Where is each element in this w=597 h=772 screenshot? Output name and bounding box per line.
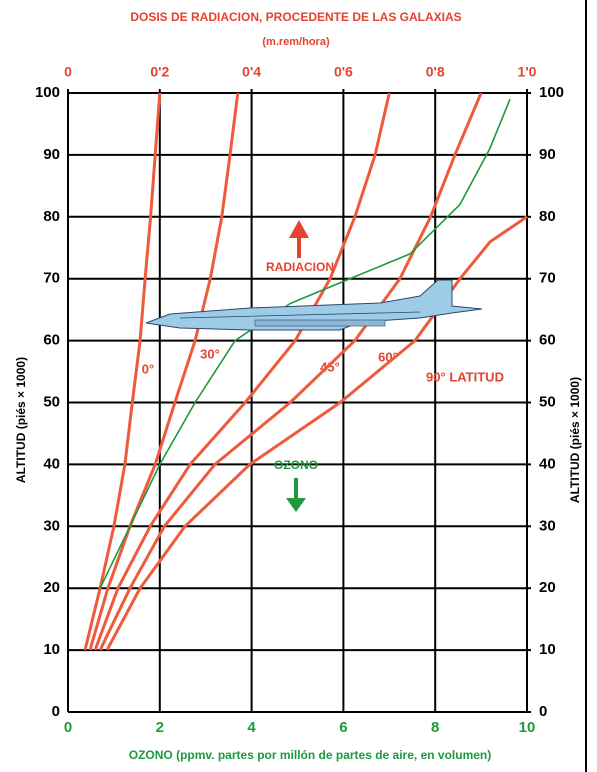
y2-tick-label: 50: [539, 393, 556, 410]
y-axis-label: ALTITUD (piés × 1000): [14, 357, 28, 483]
annotation: RADIACION: [266, 260, 334, 274]
x2-tick-label: 0: [64, 64, 72, 80]
plot: 0102030405060708090100010203040506070809…: [35, 64, 564, 736]
x-axis-label: OZONO (ppmv. partes por millón de partes…: [129, 748, 492, 762]
down-arrow: [286, 478, 306, 512]
y-tick-label: 40: [43, 455, 60, 472]
series-line: [107, 217, 527, 650]
y2-tick-label: 20: [539, 579, 556, 596]
y-tick-label: 80: [43, 208, 60, 225]
y-tick-label: 0: [52, 703, 60, 720]
series-label: 90° LATITUD: [426, 369, 504, 384]
up-arrow: [289, 220, 309, 258]
y2-tick-label: 70: [539, 270, 556, 287]
y2-tick-label: 80: [539, 208, 556, 225]
x-tick-label: 0: [64, 719, 72, 736]
y-tick-label: 100: [35, 84, 60, 101]
x-tick-label: 4: [247, 719, 256, 736]
y2-tick-label: 40: [539, 455, 556, 472]
series-label: 0°: [142, 361, 154, 376]
y-tick-label: 10: [43, 641, 60, 658]
y2-tick-label: 90: [539, 146, 556, 163]
series-line: [95, 93, 389, 650]
x2-tick-label: 1'0: [518, 64, 537, 80]
y-tick-label: 70: [43, 270, 60, 287]
x-tick-label: 10: [519, 719, 536, 736]
y-tick-label: 20: [43, 579, 60, 596]
y2-tick-label: 100: [539, 84, 564, 101]
x2-tick-label: 0'4: [242, 64, 261, 80]
y2-tick-label: 60: [539, 332, 556, 349]
y2-tick-label: 0: [539, 703, 547, 720]
chart-subtitle: (m.rem/hora): [262, 36, 330, 48]
x2-tick-label: 0'8: [426, 64, 445, 80]
y2-tick-label: 30: [539, 517, 556, 534]
annotation: OZONO: [274, 458, 318, 472]
y-tick-label: 50: [43, 393, 60, 410]
x2-tick-label: 0'6: [334, 64, 353, 80]
y-tick-label: 60: [43, 332, 60, 349]
y-tick-label: 30: [43, 517, 60, 534]
x2-tick-label: 0'2: [150, 64, 169, 80]
y2-axis-label: ALTITUD (piés × 1000): [568, 377, 582, 503]
chart-title: DOSIS DE RADIACION, PROCEDENTE DE LAS GA…: [130, 10, 461, 24]
y2-tick-label: 10: [539, 641, 556, 658]
chart: DOSIS DE RADIACION, PROCEDENTE DE LAS GA…: [0, 0, 597, 772]
x-tick-label: 2: [156, 719, 164, 736]
x-tick-label: 6: [339, 719, 347, 736]
series-label: 30°: [200, 346, 220, 361]
y-tick-label: 90: [43, 146, 60, 163]
x-tick-label: 8: [431, 719, 439, 736]
